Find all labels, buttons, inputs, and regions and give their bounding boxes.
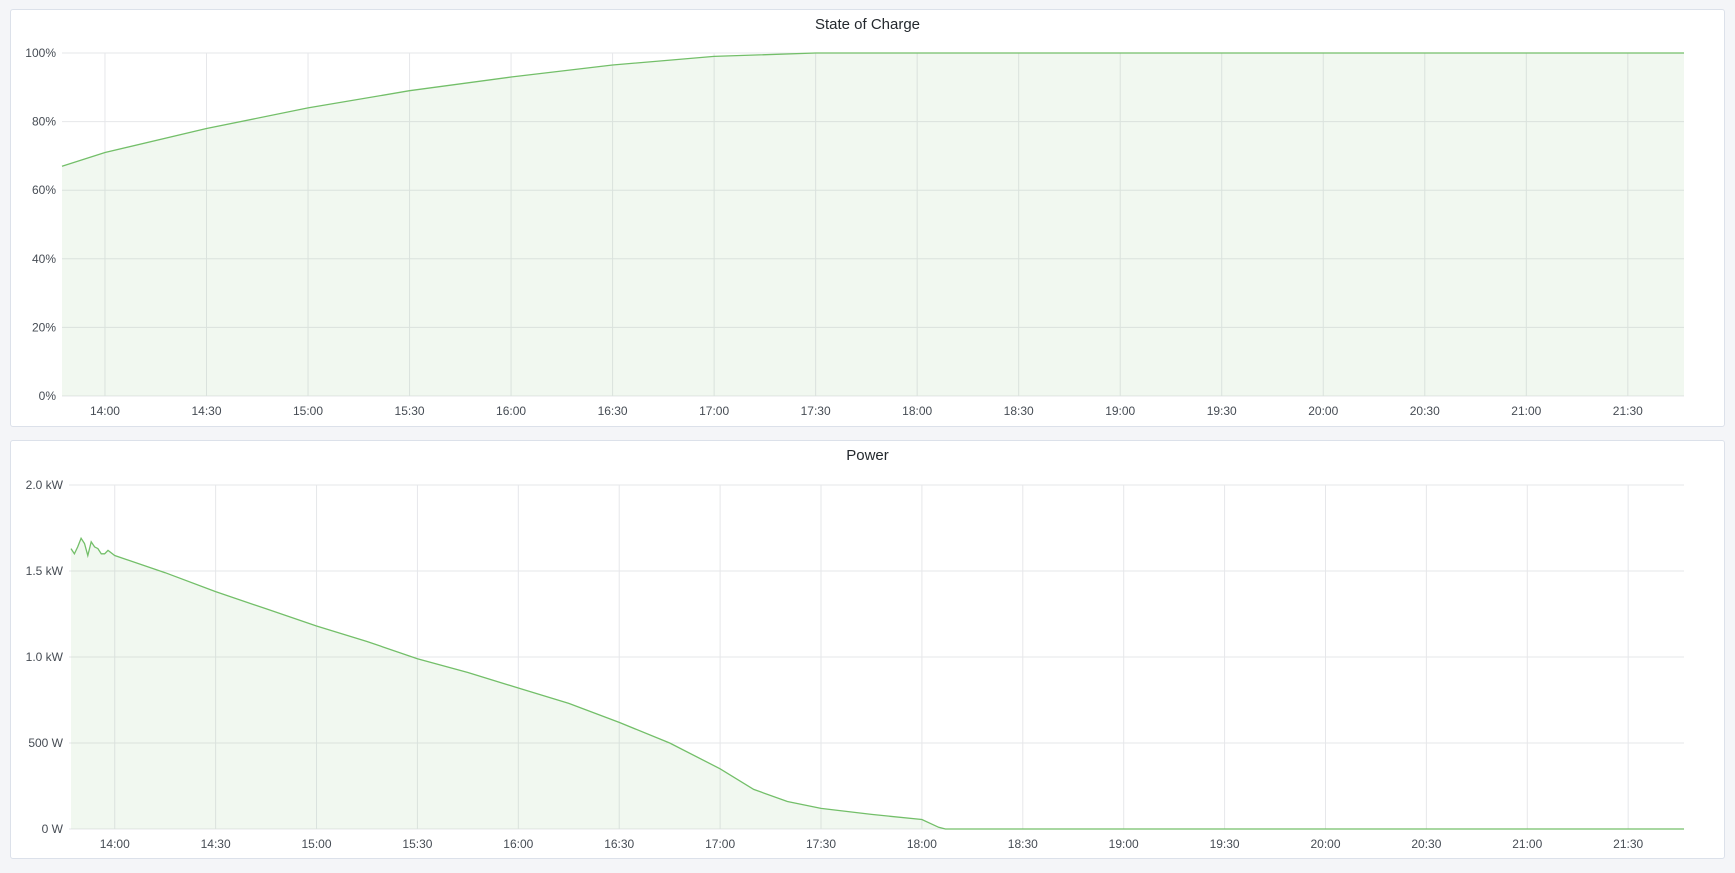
y-tick-label: 40% [32, 252, 56, 266]
x-tick-label: 19:00 [1105, 404, 1135, 418]
y-tick-label: 2.0 kW [26, 478, 64, 492]
x-tick-label: 17:00 [705, 837, 735, 851]
soc-panel: State of Charge [10, 9, 1725, 427]
x-tick-label: 17:30 [801, 404, 831, 418]
x-tick-label: 20:00 [1308, 404, 1338, 418]
x-tick-label: 17:00 [699, 404, 729, 418]
x-tick-label: 15:30 [402, 837, 432, 851]
x-tick-label: 19:30 [1210, 837, 1240, 851]
x-tick-label: 15:00 [293, 404, 323, 418]
y-tick-label: 1.5 kW [26, 564, 64, 578]
x-tick-label: 18:00 [907, 837, 937, 851]
x-tick-label: 15:30 [395, 404, 425, 418]
x-tick-label: 16:00 [496, 404, 526, 418]
x-tick-label: 18:00 [902, 404, 932, 418]
y-tick-label: 0 W [42, 822, 64, 836]
x-tick-label: 18:30 [1008, 837, 1038, 851]
x-tick-label: 14:00 [100, 837, 130, 851]
y-tick-label: 80% [32, 115, 56, 129]
x-tick-label: 20:00 [1310, 837, 1340, 851]
x-tick-label: 18:30 [1004, 404, 1034, 418]
x-tick-label: 17:30 [806, 837, 836, 851]
x-tick-label: 20:30 [1410, 404, 1440, 418]
series-area [71, 538, 1684, 829]
x-tick-label: 16:30 [604, 837, 634, 851]
x-tick-label: 14:30 [201, 837, 231, 851]
x-tick-label: 21:30 [1613, 404, 1643, 418]
x-tick-label: 14:00 [90, 404, 120, 418]
y-tick-label: 1.0 kW [26, 650, 64, 664]
x-tick-label: 14:30 [191, 404, 221, 418]
y-tick-label: 20% [32, 320, 56, 334]
x-tick-label: 20:30 [1411, 837, 1441, 851]
x-tick-label: 21:30 [1613, 837, 1643, 851]
series-area [62, 53, 1684, 396]
y-tick-label: 500 W [28, 736, 63, 750]
x-tick-label: 21:00 [1511, 404, 1541, 418]
x-tick-label: 16:30 [598, 404, 628, 418]
x-tick-label: 19:30 [1207, 404, 1237, 418]
x-tick-label: 15:00 [302, 837, 332, 851]
x-tick-label: 16:00 [503, 837, 533, 851]
y-tick-label: 0% [39, 389, 57, 403]
y-tick-label: 100% [25, 46, 56, 60]
soc-title: State of Charge [814, 16, 921, 33]
power-title: Power [846, 447, 889, 464]
x-tick-label: 21:00 [1512, 837, 1542, 851]
x-tick-label: 19:00 [1109, 837, 1139, 851]
y-tick-label: 60% [32, 183, 56, 197]
power-panel: Power [10, 440, 1725, 859]
